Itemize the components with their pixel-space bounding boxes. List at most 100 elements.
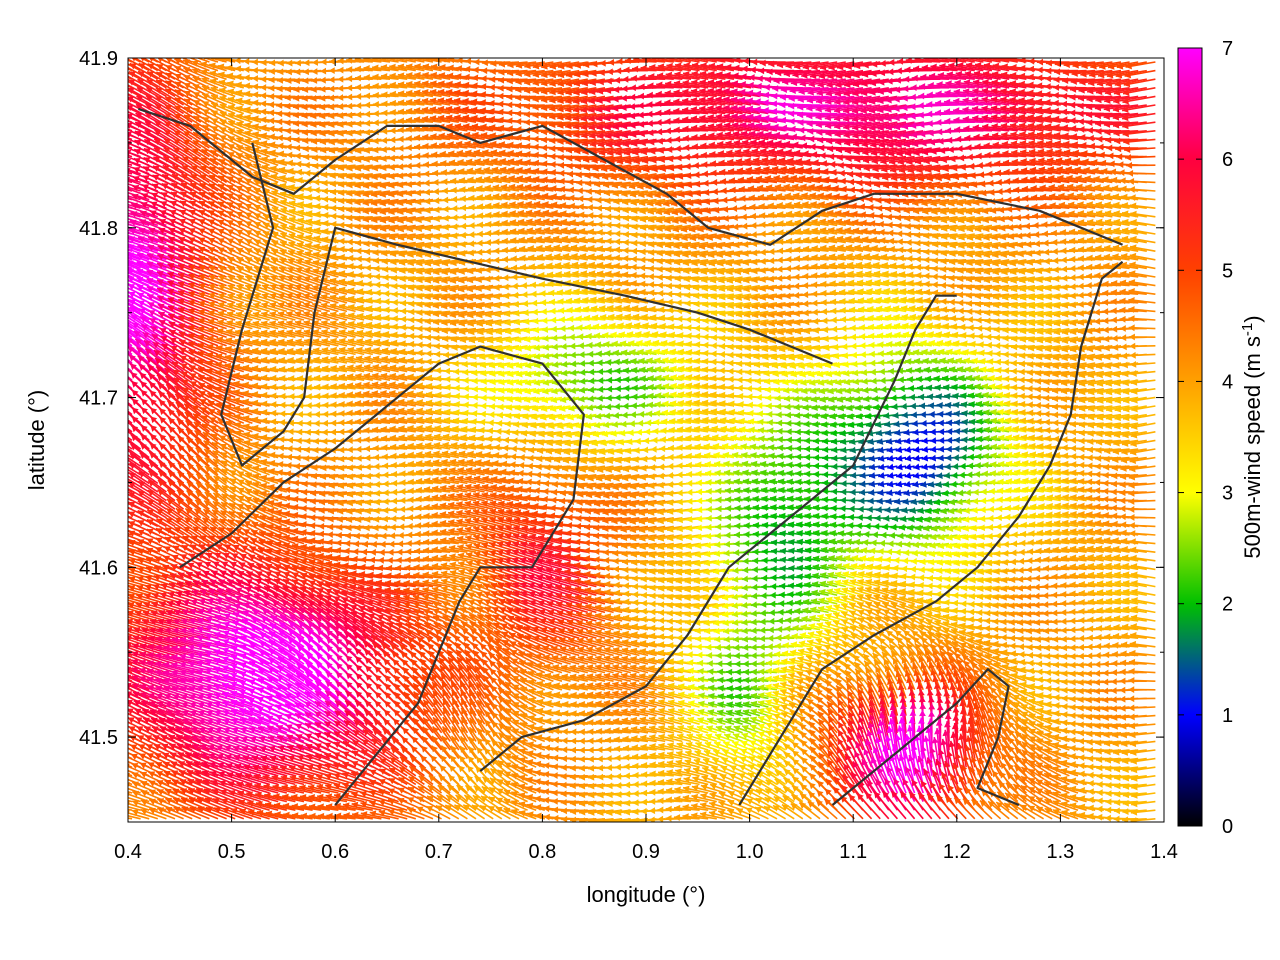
wind-arrow-head: [693, 171, 699, 178]
wind-arrow-head: [424, 189, 430, 196]
wind-arrow-head: [638, 112, 644, 119]
wind-arrow-head: [346, 94, 352, 101]
wind-arrow-head: [585, 180, 591, 187]
wind-arrow-head: [287, 160, 293, 167]
wind-arrow-head: [269, 68, 275, 75]
wind-arrow: [96, 182, 132, 191]
wind-arrow-head: [1033, 222, 1039, 229]
wind-arrow-head: [433, 206, 439, 213]
wind-arrow-head: [631, 75, 637, 82]
wind-arrow-head: [506, 117, 512, 124]
wind-arrow-head: [114, 169, 121, 175]
wind-arrow-head: [763, 92, 769, 99]
wind-arrow-head: [712, 198, 718, 205]
wind-arrow-head: [468, 231, 474, 238]
wind-arrow-head: [113, 187, 120, 193]
wind-arrow-head: [750, 222, 756, 229]
wind-arrow-head: [1004, 178, 1010, 185]
wind-arrow-head: [115, 160, 122, 166]
wind-arrow-head: [434, 215, 440, 222]
wind-arrow-head: [277, 77, 283, 84]
wind-arrow-head: [285, 77, 291, 84]
wind-arrow-head: [779, 109, 785, 116]
wind-arrow-head: [441, 178, 447, 185]
wind-arrow-head: [675, 155, 681, 162]
wind-arrow-head: [330, 197, 336, 204]
wind-arrow-head: [878, 221, 884, 228]
wind-arrow-head: [960, 164, 966, 171]
wind-arrow-head: [294, 69, 300, 76]
wind-arrow-head: [286, 152, 292, 159]
wind-arrow-head: [415, 199, 421, 206]
wind-arrow-head: [114, 178, 121, 184]
wind-arrow: [98, 137, 132, 148]
wind-arrow-head: [867, 196, 873, 203]
wind-arrow-head: [423, 170, 429, 177]
wind-arrow-head: [122, 203, 129, 209]
wind-arrow-head: [111, 81, 118, 87]
wind-arrow-head: [103, 74, 110, 80]
wind-arrow-head: [432, 161, 438, 168]
wind-arrow-head: [608, 59, 614, 66]
wind-arrow-head: [875, 197, 881, 204]
wind-arrow-head: [779, 102, 785, 109]
wind-arrow-head: [759, 221, 765, 228]
wind-arrow-head: [415, 180, 421, 187]
wind-arrow-head: [607, 68, 613, 75]
wind-arrow-head: [302, 137, 308, 144]
wind-arrow-head: [355, 120, 361, 127]
wind-arrow-head: [559, 178, 565, 185]
wind-arrow-head: [888, 59, 894, 66]
wind-arrow-head: [1070, 125, 1076, 132]
wind-arrow-head: [100, 109, 107, 115]
wind-arrow-head: [840, 178, 846, 185]
wind-arrow-head: [338, 206, 344, 213]
wind-arrow-head: [676, 164, 682, 171]
wind-arrow-head: [524, 111, 530, 118]
wind-arrow-head: [498, 85, 504, 92]
wind-arrow-head: [115, 142, 122, 148]
wind-arrow-head: [355, 111, 361, 118]
wind-arrow-head: [1078, 110, 1084, 117]
wind-arrow-head: [665, 137, 671, 144]
wind-arrow-head: [472, 74, 478, 81]
wind-arrow-head: [121, 64, 128, 70]
wind-arrow-head: [1118, 169, 1124, 176]
wind-arrow-head: [1053, 76, 1059, 83]
wind-arrow-head: [277, 143, 283, 150]
wind-arrow-head: [286, 69, 292, 76]
wind-arrow-head: [720, 178, 726, 185]
wind-arrow-head: [616, 58, 622, 65]
wind-arrow-head: [95, 189, 102, 196]
wind-arrow-head: [313, 179, 319, 186]
wind-arrow-head: [322, 220, 328, 227]
wind-arrow-head: [656, 119, 662, 126]
wind-arrow-head: [769, 230, 775, 237]
wind-arrow-head: [286, 144, 292, 151]
wind-arrow-head: [111, 73, 118, 79]
wind-arrow-head: [117, 106, 124, 112]
wind-arrow-head: [415, 189, 421, 196]
wind-arrow-head: [322, 212, 328, 219]
wind-arrow-head: [314, 187, 320, 194]
wind-arrow-head: [304, 162, 310, 169]
wind-arrow-head: [647, 120, 653, 127]
wind-arrow-head: [541, 136, 547, 143]
wind-arrow-head: [373, 101, 379, 108]
wind-arrow-head: [1079, 134, 1085, 141]
wind-arrow-head: [958, 155, 964, 162]
wind-arrow-head: [646, 111, 652, 118]
wind-arrow-head: [614, 206, 620, 213]
wind-arrow-head: [629, 103, 635, 110]
wind-arrow-head: [398, 136, 404, 143]
wind-arrow-head: [550, 169, 556, 176]
wind-arrow-head: [480, 83, 486, 90]
wind-arrow-head: [978, 171, 984, 178]
wind-arrow-head: [577, 187, 583, 194]
wind-arrow-head: [799, 135, 805, 142]
wind-arrow-head: [596, 205, 602, 212]
wind-arrow-head: [948, 146, 954, 153]
wind-arrow-head: [398, 127, 404, 134]
wind-arrow-head: [260, 100, 266, 107]
wind-arrow-head: [1045, 75, 1051, 82]
